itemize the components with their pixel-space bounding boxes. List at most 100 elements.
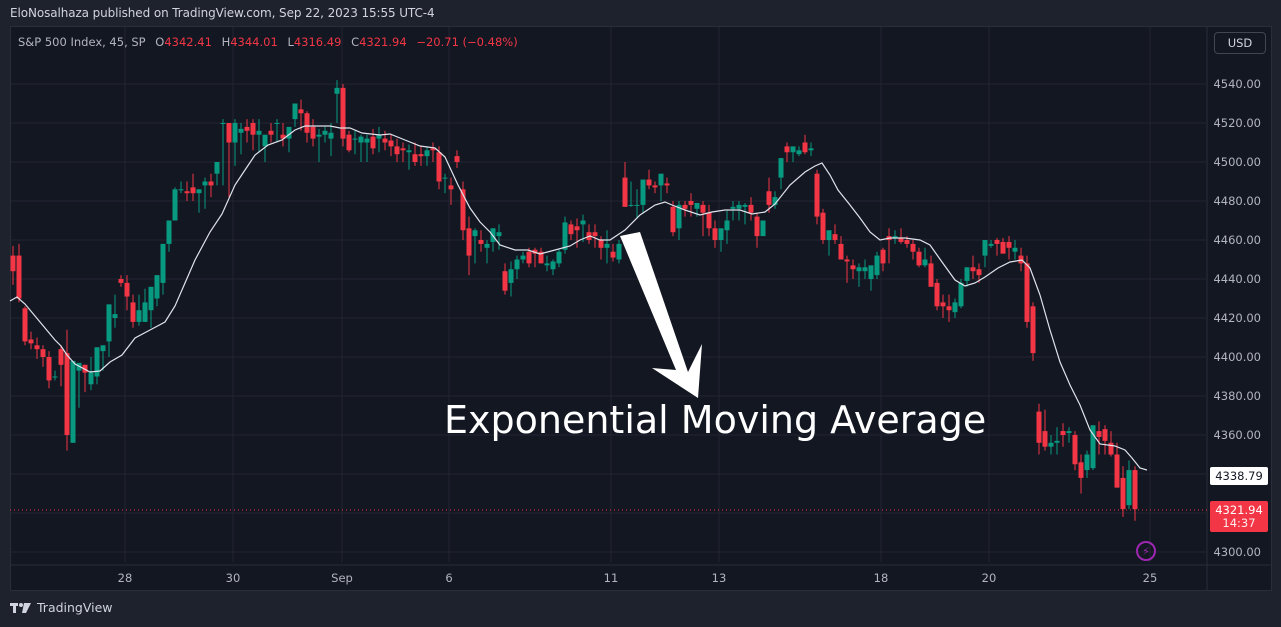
candle [304, 113, 310, 133]
candle [1090, 425, 1096, 469]
ema-annotation-text: Exponential Moving Average [444, 398, 987, 442]
last-price-tag: 4321.94 14:37 [1210, 501, 1268, 532]
symbol-name: S&P 500 Index, 45, SP [18, 35, 146, 49]
candle [112, 314, 118, 318]
candle [442, 177, 448, 179]
candle [880, 249, 886, 264]
price-tick-label: 4420.00 [1213, 311, 1261, 325]
time-tick-label: Sep [331, 571, 353, 585]
candle [16, 255, 22, 299]
candle [976, 269, 982, 276]
ema-line [9, 125, 1148, 471]
lightning-event-icon[interactable]: ⚡ [1136, 541, 1156, 561]
candle [472, 230, 478, 237]
price-tick-label: 4480.00 [1213, 194, 1261, 208]
candle [718, 228, 724, 240]
candle [1108, 442, 1114, 455]
close-label: C [351, 35, 360, 49]
candle [250, 123, 256, 135]
candle [622, 177, 628, 207]
candle [10, 255, 16, 272]
candle [274, 123, 280, 124]
candle [544, 263, 550, 266]
candle [1036, 411, 1042, 443]
candle [826, 230, 832, 240]
arrow-annotation [620, 232, 702, 398]
candle [772, 197, 778, 205]
candle [340, 87, 346, 139]
candle [214, 162, 220, 174]
candle [568, 224, 574, 235]
candle [1006, 241, 1012, 248]
candle [346, 134, 352, 151]
candle [1030, 306, 1036, 354]
candle [1084, 454, 1090, 471]
candle [580, 220, 586, 225]
candle [934, 282, 940, 307]
candle [292, 103, 298, 120]
candle [706, 212, 712, 229]
candle [778, 158, 784, 178]
candle [700, 204, 706, 213]
chart-panel[interactable] [10, 26, 1272, 591]
candle [850, 265, 856, 270]
candle [1102, 429, 1108, 441]
price-tick-label: 4440.00 [1213, 272, 1261, 286]
candles [10, 80, 1138, 521]
candle [322, 130, 328, 135]
candle [658, 173, 664, 186]
candle [94, 347, 100, 377]
candle [820, 212, 826, 240]
candle [58, 349, 64, 365]
candle [628, 204, 634, 206]
candle [364, 138, 370, 143]
candle [310, 126, 316, 139]
candle [100, 345, 106, 352]
candle [832, 234, 838, 240]
candle [712, 228, 718, 240]
candle [286, 126, 292, 139]
time-axis: 28 30 Sep 6 11 13 18 20 25 [118, 571, 1158, 585]
candle [1018, 255, 1024, 264]
candle [1120, 477, 1126, 510]
candle [940, 302, 946, 307]
candle [646, 179, 652, 186]
candle [1126, 470, 1132, 506]
time-tick-label: 6 [445, 571, 452, 585]
candle [814, 173, 820, 217]
time-tick-label: 30 [226, 571, 241, 585]
candle [388, 140, 394, 147]
candle [154, 275, 160, 299]
low-label: L [287, 35, 294, 49]
candle [268, 130, 274, 135]
currency-button[interactable]: USD [1214, 32, 1266, 54]
candle [166, 220, 172, 244]
candle [598, 240, 604, 248]
candle [1114, 454, 1120, 488]
candle [118, 279, 124, 283]
candle [202, 181, 208, 186]
candle [370, 136, 376, 149]
candle [892, 236, 898, 239]
candle [1000, 241, 1006, 254]
candle [898, 238, 904, 242]
candle [136, 310, 142, 322]
ema-value-tag: 4338.79 [1210, 467, 1268, 485]
symbol-legend: S&P 500 Index, 45, SP O4342.41 H4344.01 … [18, 35, 518, 49]
candle [688, 201, 694, 205]
candle [634, 204, 640, 206]
candle [1012, 247, 1018, 252]
candle [742, 204, 748, 207]
tradingview-logo[interactable]: TradingView [10, 600, 113, 615]
candle [592, 232, 598, 237]
time-tick-label: 28 [118, 571, 133, 585]
candle [1132, 470, 1138, 510]
candle [124, 282, 130, 297]
candle [574, 226, 580, 231]
candle [334, 87, 340, 94]
publisher-line: EloNosalhaza published on TradingView.co… [10, 6, 435, 20]
candle [784, 146, 790, 153]
candle [838, 243, 844, 260]
candle [1096, 431, 1102, 437]
